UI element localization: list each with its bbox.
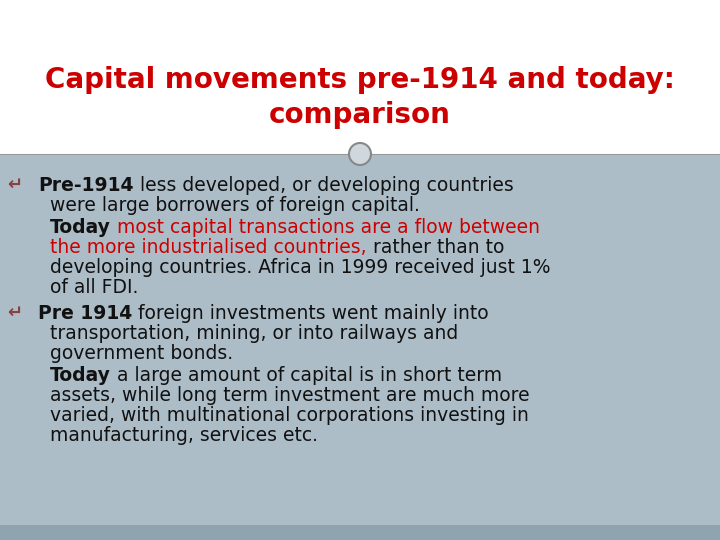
Text: developing countries. Africa in 1999 received just 1%: developing countries. Africa in 1999 rec…: [50, 258, 551, 277]
Text: varied, with multinational corporations investing in: varied, with multinational corporations …: [50, 406, 529, 425]
Text: most capital transactions are a flow between: most capital transactions are a flow bet…: [111, 218, 540, 237]
Text: government bonds.: government bonds.: [50, 344, 233, 363]
Bar: [0, 154, 720, 525]
Bar: [0, 0, 720, 154]
Text: the more industrialised countries,: the more industrialised countries,: [50, 238, 366, 257]
Text: less developed, or developing countries: less developed, or developing countries: [133, 176, 513, 195]
Text: Today: Today: [50, 366, 111, 385]
Text: assets, while long term investment are much more: assets, while long term investment are m…: [50, 386, 530, 405]
Text: were large borrowers of foreign capital.: were large borrowers of foreign capital.: [50, 196, 420, 215]
Text: Pre 1914: Pre 1914: [38, 304, 132, 323]
Text: a large amount of capital is in short term: a large amount of capital is in short te…: [111, 366, 502, 385]
Text: foreign investments went mainly into: foreign investments went mainly into: [132, 304, 489, 323]
Text: rather than to: rather than to: [366, 238, 504, 257]
Text: of all FDI.: of all FDI.: [50, 278, 138, 297]
Text: manufacturing, services etc.: manufacturing, services etc.: [50, 426, 318, 445]
Text: ↵: ↵: [7, 176, 22, 194]
Circle shape: [349, 143, 371, 165]
Text: ↵: ↵: [7, 304, 22, 322]
Text: Today: Today: [50, 218, 111, 237]
Text: Pre-1914: Pre-1914: [38, 176, 133, 195]
Bar: [0, 525, 720, 540]
Text: transportation, mining, or into railways and: transportation, mining, or into railways…: [50, 324, 458, 343]
Text: Capital movements pre-1914 and today:: Capital movements pre-1914 and today:: [45, 66, 675, 94]
Text: comparison: comparison: [269, 101, 451, 129]
